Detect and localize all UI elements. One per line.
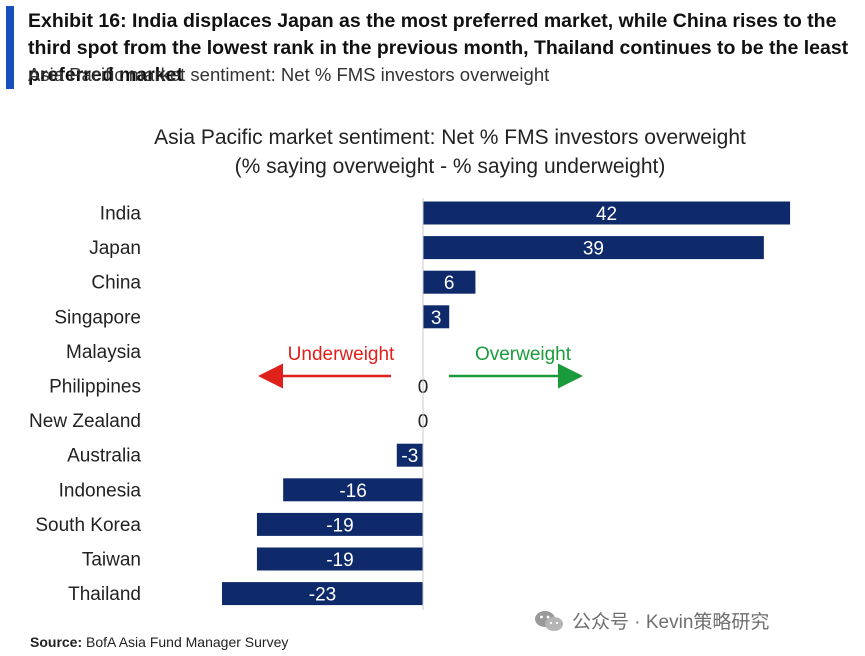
bar-australia: [396, 443, 423, 467]
bar-china: [423, 270, 476, 294]
underweight-annotation: Underweight: [288, 344, 395, 365]
category-label-new-zealand: New Zealand: [29, 411, 141, 432]
data-label-china: 6: [444, 273, 455, 294]
data-label-indonesia: -16: [339, 481, 366, 502]
category-label-thailand: Thailand: [68, 584, 141, 605]
category-label-taiwan: Taiwan: [82, 550, 141, 571]
bar-taiwan: [256, 547, 423, 571]
wechat-icon: [535, 610, 563, 631]
data-label-singapore: 3: [431, 308, 442, 329]
exhibit-title: Exhibit 16: India displaces Japan as the…: [28, 10, 849, 86]
bar-india: [423, 201, 791, 225]
category-label-malaysia: Malaysia: [66, 342, 141, 363]
exhibit-subtitle: Asia Pacific market sentiment: Net % FMS…: [28, 64, 550, 85]
bar-japan: [423, 236, 764, 260]
chart-title-sub: (% saying overweight - % saying underwei…: [234, 155, 666, 178]
data-label-south-korea: -19: [326, 515, 353, 536]
category-label-india: India: [100, 204, 142, 225]
category-label-philippines: Philippines: [49, 377, 141, 398]
bar-south-korea: [256, 512, 423, 536]
chart-title: Asia Pacific market sentiment: Net % FMS…: [140, 123, 760, 181]
category-label-indonesia: Indonesia: [59, 480, 142, 501]
data-label-japan: 39: [583, 239, 604, 260]
chart-title-main: Asia Pacific market sentiment: Net % FMS…: [154, 126, 746, 149]
data-label-india: 42: [596, 204, 617, 225]
category-label-australia: Australia: [67, 446, 141, 467]
source-text: BofA Asia Fund Manager Survey: [86, 634, 289, 650]
category-label-singapore: Singapore: [54, 307, 141, 328]
watermark: 公众号 · Kevin策略研究: [534, 607, 769, 634]
category-label-japan: Japan: [89, 238, 141, 259]
data-label-taiwan: -19: [326, 550, 353, 571]
category-label-china: China: [91, 273, 141, 294]
data-label-thailand: -23: [309, 585, 336, 606]
data-label-australia: -3: [401, 446, 418, 467]
source-label: Source:: [30, 634, 83, 650]
category-label-south-korea: South Korea: [35, 515, 141, 536]
overweight-annotation: Overweight: [475, 344, 572, 365]
accent-bar: [6, 6, 14, 89]
source-note: Source: BofA Asia Fund Manager Survey: [30, 634, 288, 650]
bar-singapore: [423, 305, 450, 329]
bar-thailand: [221, 582, 423, 606]
bar-indonesia: [283, 478, 423, 502]
watermark-text: 公众号 · Kevin策略研究: [572, 612, 770, 633]
